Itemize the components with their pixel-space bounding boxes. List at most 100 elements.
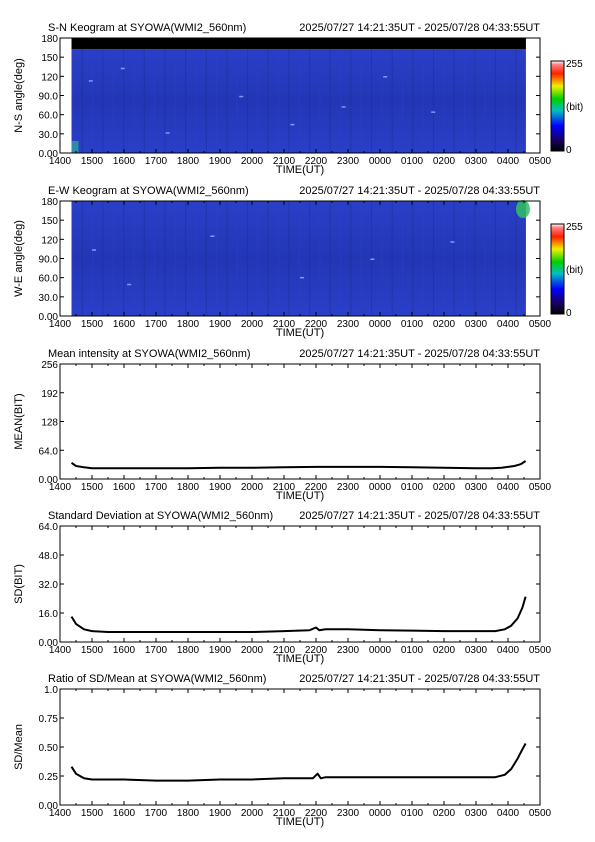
keogram-stripe	[443, 49, 445, 153]
keogram-stripe	[463, 201, 465, 316]
x-tick-label: 1900	[209, 156, 232, 167]
keogram-stripe	[112, 201, 114, 316]
x-tick-label: 2000	[241, 482, 264, 493]
keogram-stripe	[391, 201, 393, 316]
x-tick-label: 0100	[401, 482, 424, 493]
x-tick-label: 1600	[113, 482, 136, 493]
keogram-speckle	[370, 258, 375, 260]
keogram-stripe	[123, 201, 125, 316]
keogram-speckle	[290, 123, 295, 126]
y-axis-label: W-E angle(deg)	[13, 220, 25, 297]
colorbar-label: (bit)	[566, 265, 583, 276]
keogram-stripe	[432, 201, 434, 316]
keogram-nodata-band	[71, 38, 526, 49]
keogram-stripe	[340, 49, 342, 153]
keogram-stripe	[278, 49, 280, 153]
x-tick-label: 2200	[305, 645, 328, 656]
y-tick-label: 0.75	[39, 714, 59, 725]
x-tick-label: 2100	[273, 645, 296, 656]
x-tick-label: 0500	[529, 319, 552, 330]
keogram-stripe	[319, 201, 321, 316]
y-axis-label: SD/Mean	[13, 724, 25, 770]
x-tick-label: 1600	[113, 156, 136, 167]
x-tick-label: 2100	[273, 156, 296, 167]
y-tick-label: 0.50	[39, 743, 59, 754]
keogram-stripe	[174, 49, 176, 153]
x-tick-label: 1400	[49, 156, 72, 167]
x-tick-label: 0500	[529, 482, 552, 493]
keogram-stripe	[360, 49, 362, 153]
keogram-stripe	[71, 201, 73, 316]
y-tick-label: 120	[41, 72, 58, 83]
keogram-stripe	[412, 49, 414, 153]
keogram-edge-glow	[71, 141, 79, 153]
keogram-stripe	[443, 201, 445, 316]
y-tick-label: 0.00	[39, 638, 59, 649]
y-tick-label: 0.00	[39, 149, 59, 160]
x-axis-label: TIME(UT)	[276, 816, 324, 828]
keogram-stripe	[453, 201, 455, 316]
keogram-stripe	[195, 201, 197, 316]
keogram-stripe	[463, 49, 465, 153]
x-tick-label: 0500	[529, 808, 552, 819]
keogram-stripe	[484, 201, 486, 316]
x-tick-label: 1700	[145, 319, 168, 330]
colorbar-max-label: 255	[566, 59, 583, 70]
keogram-stripe	[195, 49, 197, 153]
keogram-stripe	[391, 49, 393, 153]
x-tick-label: 2100	[273, 319, 296, 330]
x-tick-label: 0400	[497, 482, 520, 493]
series-line	[70, 596, 527, 633]
keogram-stripe	[112, 49, 114, 153]
colorbar	[550, 223, 565, 315]
y-tick-label: 0.00	[39, 801, 59, 812]
x-tick-label: 1900	[209, 482, 232, 493]
x-tick-label: 1900	[209, 645, 232, 656]
keogram-stripe	[474, 49, 476, 153]
x-tick-label: 1500	[81, 319, 104, 330]
keogram-stripe	[329, 201, 331, 316]
keogram-stripe	[92, 49, 94, 153]
time-range: 2025/07/27 14:21:35UT - 2025/07/28 04:33…	[299, 22, 540, 34]
x-tick-label: 0300	[465, 319, 488, 330]
keogram-stripe	[133, 201, 135, 316]
keogram-stripe	[226, 201, 228, 316]
keogram-stripe	[247, 201, 249, 316]
x-tick-label: 1600	[113, 319, 136, 330]
x-tick-label: 0300	[465, 156, 488, 167]
x-tick-label: 0500	[529, 645, 552, 656]
colorbar-min-label: 0	[566, 145, 572, 156]
keogram-stripe	[288, 201, 290, 316]
keogram-speckle	[92, 249, 96, 251]
x-tick-label: 0400	[497, 645, 520, 656]
keogram-stripe	[381, 201, 383, 316]
keogram-stripe	[226, 49, 228, 153]
keogram-stripe	[340, 201, 342, 316]
keogram-fill	[71, 49, 526, 153]
keogram-stripe	[484, 49, 486, 153]
x-tick-label: 1700	[145, 808, 168, 819]
keogram-stripe	[216, 201, 218, 316]
y-tick-label: 60.0	[39, 111, 59, 122]
x-tick-label: 1800	[177, 319, 200, 330]
keogram-stripe	[247, 49, 249, 153]
keogram-stripe	[278, 201, 280, 316]
x-tick-label: 0200	[433, 808, 456, 819]
keogram-stripe	[432, 49, 434, 153]
keogram-stripe	[401, 49, 403, 153]
keogram-speckle	[300, 276, 304, 279]
x-axis-label: TIME(UT)	[276, 164, 324, 176]
keogram-stripe	[515, 201, 517, 316]
colorbar	[550, 60, 565, 152]
chart-title: Mean intensity at SYOWA(WMI2_560nm)	[48, 348, 251, 360]
time-range: 2025/07/27 14:21:35UT - 2025/07/28 04:33…	[299, 348, 540, 360]
x-tick-label: 1900	[209, 808, 232, 819]
keogram-stripe	[401, 201, 403, 316]
y-tick-label: 32.0	[39, 580, 59, 591]
keogram-speckle	[210, 235, 215, 237]
y-tick-label: 30.0	[39, 293, 59, 304]
keogram-stripe	[164, 201, 166, 316]
plot-frame	[59, 688, 541, 806]
x-tick-label: 2100	[273, 808, 296, 819]
